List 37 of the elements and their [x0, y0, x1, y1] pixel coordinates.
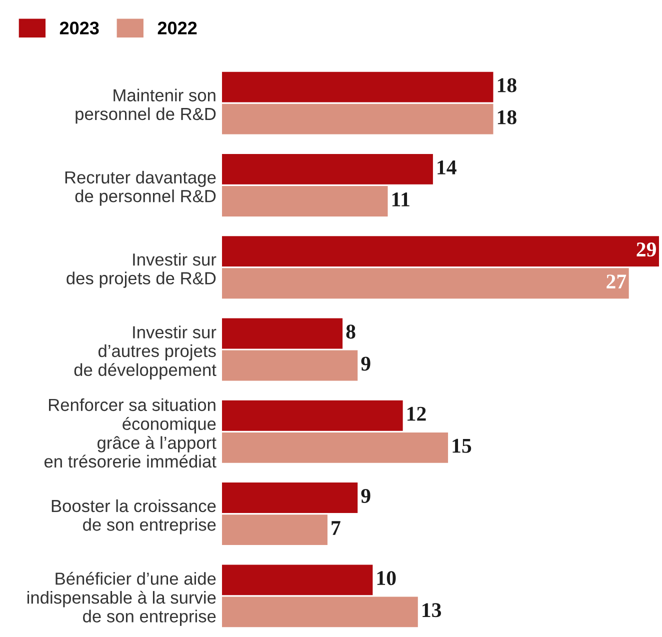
data-label: 7 [332, 521, 340, 535]
bar [222, 596, 418, 628]
data-label: 29 [636, 242, 656, 257]
bar [222, 186, 388, 216]
data-label: 8 [346, 324, 356, 339]
bar [222, 482, 358, 513]
data-label: 15 [452, 438, 472, 453]
data-label: 14 [438, 160, 456, 174]
data-label: 10 [377, 571, 396, 586]
y-tick-label: Investir sur des projets de R&D [66, 252, 216, 288]
y-tick-label: Investir sur d’autres projets de développement [74, 326, 216, 380]
legend-label: 2023 [60, 22, 99, 34]
y-tick-label: Renforcer sa situation économique grâce à l’apport en trésorerie immédiat [44, 398, 216, 468]
bar [222, 104, 494, 134]
bar [222, 400, 403, 431]
legend-label: 2022 [158, 22, 197, 34]
bar [222, 432, 448, 463]
y-tick-label: Maintenir son personnel de R&D [76, 88, 216, 124]
data-label: 18 [498, 110, 516, 124]
bar [222, 154, 433, 184]
data-label: 9 [361, 488, 370, 503]
data-label: 9 [361, 356, 370, 371]
bar [222, 236, 659, 267]
y-tick-label: Bénéficier d’une aide indispensable à la survie de son entreprise [27, 572, 216, 626]
data-label: 11 [392, 192, 410, 206]
bar [222, 72, 494, 102]
data-label: 18 [498, 78, 516, 92]
bar [222, 350, 358, 381]
bar [222, 318, 343, 349]
bar [222, 268, 629, 299]
data-label: 12 [408, 406, 426, 421]
data-label: 13 [422, 603, 442, 618]
data-label: 27 [606, 274, 626, 288]
bar [222, 564, 373, 596]
y-tick-label: Booster la croissance de son entreprise [52, 499, 216, 534]
y-tick-label: Recruter davantage de personnel R&D [65, 170, 216, 206]
bar [222, 514, 328, 546]
